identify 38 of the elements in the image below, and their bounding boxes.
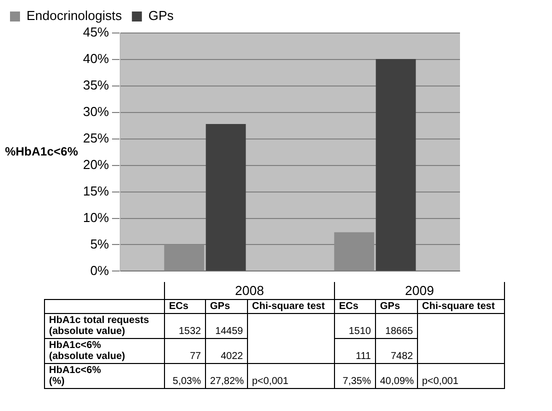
y-tick-label: 5% xyxy=(90,236,110,252)
text: 7482 xyxy=(376,338,418,364)
text: 5,03% xyxy=(164,364,206,388)
text: ECs xyxy=(164,300,206,314)
text: Chi-square test xyxy=(248,300,334,314)
text: 77 xyxy=(164,338,206,364)
y-tick-label: 20% xyxy=(82,156,110,172)
y-tick-label: 15% xyxy=(82,183,110,198)
text: HbA1c<6% (%) xyxy=(44,364,164,388)
text: 40,09% xyxy=(376,364,418,388)
text: 14459 xyxy=(206,314,248,338)
text: GPs xyxy=(376,300,418,314)
text: 1510 xyxy=(334,314,376,338)
text: 1532 xyxy=(164,314,206,338)
y-tick-label: 35% xyxy=(82,78,110,93)
y-tick-label: 10% xyxy=(82,210,110,225)
text: Chi-square test xyxy=(418,300,504,314)
text: ECs xyxy=(334,300,376,314)
text: 27,82% xyxy=(206,364,248,388)
text: HbA1c total requests (absolute value) xyxy=(44,314,164,338)
legend-label: GPs xyxy=(148,8,174,24)
text: 18665 xyxy=(376,314,418,338)
text: 4022 xyxy=(206,338,248,364)
text: 111 xyxy=(334,338,376,364)
x-tick-label: 2008 xyxy=(164,282,334,300)
text: HbA1c<6% (absolute value) xyxy=(44,338,164,364)
text: GPs xyxy=(206,300,248,314)
x-tick-label: 2009 xyxy=(334,282,504,300)
text: 7,35% xyxy=(334,364,376,388)
text: p<0,001 xyxy=(248,364,334,388)
text: p<0,001 xyxy=(418,364,504,388)
y-tick-label: 0% xyxy=(90,262,110,278)
y-tick-label: 25% xyxy=(82,130,110,146)
y-tick-label: 40% xyxy=(82,51,110,66)
legend-label: Endocrinologists xyxy=(26,8,122,24)
y-tick-label: 45% xyxy=(82,24,110,40)
y-axis-title: %HbA1c<6% xyxy=(4,144,78,158)
y-tick-label: 30% xyxy=(82,104,110,119)
